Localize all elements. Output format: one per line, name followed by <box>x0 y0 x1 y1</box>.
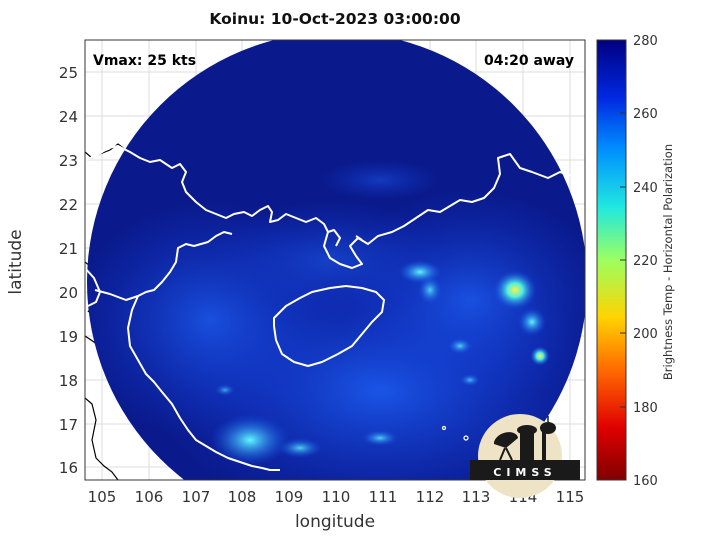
colorbar-tick-label: 280 <box>633 34 658 49</box>
colorbar-tick-label: 220 <box>633 254 658 269</box>
x-tick-label: 105 <box>88 488 117 506</box>
y-tick-label: 23 <box>59 152 78 170</box>
y-tick-label: 16 <box>59 459 78 477</box>
y-axis-label: latitude <box>6 229 26 295</box>
time-away-label: 04:20 away <box>484 53 574 69</box>
coastlines <box>85 145 581 471</box>
islands <box>441 425 469 441</box>
x-tick-label: 107 <box>182 488 211 506</box>
vmax-label: Vmax: 25 kts <box>93 53 197 69</box>
y-tick-label: 25 <box>59 64 78 82</box>
y-tick-label: 20 <box>59 284 78 302</box>
x-tick-label: 115 <box>556 488 585 506</box>
x-tick-label: 110 <box>322 488 351 506</box>
colorbar-tick-label: 200 <box>633 327 658 342</box>
y-tick-label: 18 <box>59 372 78 390</box>
colorbar-label: Brightness Temp - Horizontal Polarizatio… <box>661 143 675 381</box>
colorbar: 160 180 200 220 240 260 280 <box>596 34 658 489</box>
x-tick-label: 113 <box>462 488 491 506</box>
y-tick-label: 17 <box>59 416 78 434</box>
y-tick-label: 24 <box>59 108 78 126</box>
x-tick-label: 106 <box>135 488 164 506</box>
colorbar-tick-label: 240 <box>633 181 658 196</box>
colorbar-tick-label: 180 <box>633 401 658 416</box>
cimss-logo: CIMSS <box>470 414 580 498</box>
x-tick-label: 112 <box>416 488 445 506</box>
x-tick-label: 111 <box>369 488 398 506</box>
brightness-temperature-field <box>87 40 585 480</box>
y-tick-label: 19 <box>59 328 78 346</box>
y-tick-label: 22 <box>59 196 78 214</box>
map-title: Koinu: 10-Oct-2023 03:00:00 <box>209 10 461 28</box>
x-tick-label: 109 <box>275 488 304 506</box>
x-axis-label: longitude <box>294 512 376 532</box>
colorbar-tick-label: 260 <box>633 107 658 122</box>
x-tick-label: 108 <box>228 488 257 506</box>
logo-text: CIMSS <box>493 466 556 479</box>
x-tick-labels: 105 106 107 108 109 110 111 112 113 114 … <box>88 488 585 506</box>
y-tick-label: 21 <box>59 240 78 258</box>
axes-frame <box>84 39 586 481</box>
y-tick-labels: 16 17 18 19 20 21 22 23 24 25 <box>59 64 78 477</box>
colorbar-tick-label: 160 <box>633 474 658 489</box>
